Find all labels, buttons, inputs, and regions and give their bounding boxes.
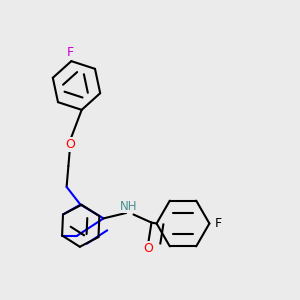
Text: F: F: [66, 46, 74, 59]
Text: O: O: [65, 138, 75, 151]
Text: F: F: [215, 217, 222, 230]
Text: NH: NH: [120, 200, 137, 213]
Text: O: O: [144, 242, 153, 255]
